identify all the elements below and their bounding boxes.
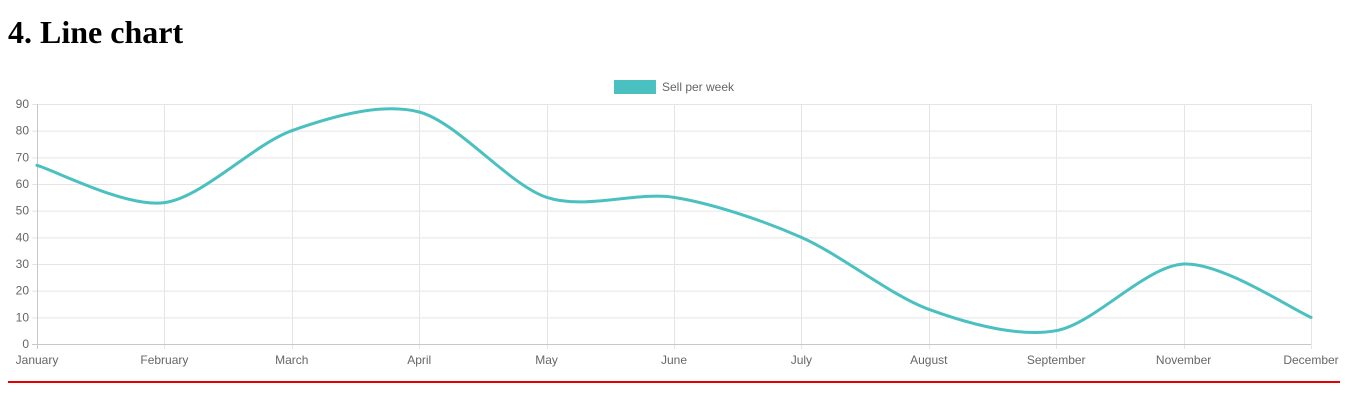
x-tick-labels: January February March April May June July Augu… [16, 353, 1339, 367]
data-point[interactable] [927, 307, 931, 311]
y-tick-label: 90 [16, 97, 30, 111]
data-point[interactable] [1182, 262, 1186, 266]
x-tick-label: August [910, 353, 948, 367]
grid-lines [32, 104, 1312, 349]
y-tick-label: 30 [16, 257, 30, 271]
data-point[interactable] [672, 195, 676, 199]
divider-line [8, 381, 1340, 383]
y-tick-label: 60 [16, 177, 30, 191]
data-point[interactable] [417, 110, 421, 114]
x-tick-label: September [1027, 353, 1086, 367]
x-tick-label: January [16, 353, 59, 367]
y-tick-labels: 0 10 20 30 40 50 60 70 80 90 [16, 97, 30, 351]
y-tick-label: 70 [16, 150, 30, 164]
y-tick-label: 50 [16, 204, 30, 218]
y-tick-label: 40 [16, 230, 30, 244]
x-tick-label: November [1156, 353, 1211, 367]
x-tick-label: December [1283, 353, 1338, 367]
data-point[interactable] [1309, 315, 1313, 319]
x-tick-label: April [407, 353, 431, 367]
legend-swatch[interactable] [613, 80, 656, 94]
x-tick-label: May [535, 353, 558, 367]
x-tick-label: March [275, 353, 308, 367]
legend-label: Sell per week [662, 80, 735, 94]
y-tick-label: 20 [16, 284, 30, 298]
data-point[interactable] [545, 195, 549, 199]
y-tick-label: 0 [22, 337, 29, 351]
y-tick-label: 10 [16, 310, 30, 324]
data-point[interactable] [35, 163, 39, 167]
data-point[interactable] [1054, 329, 1058, 333]
data-point[interactable] [799, 235, 803, 239]
x-tick-label: July [791, 353, 812, 367]
page-title: 4. Line chart [8, 14, 184, 50]
legend[interactable]: Sell per week [613, 80, 735, 94]
line-chart: 0 10 20 30 40 50 60 70 80 90 January February March… [16, 80, 1339, 367]
data-point[interactable] [290, 129, 294, 133]
x-tick-label: June [661, 353, 687, 367]
y-tick-label: 80 [16, 124, 30, 138]
x-tick-label: February [140, 353, 188, 367]
data-point[interactable] [162, 201, 166, 205]
series-lines [35, 107, 1313, 334]
axes [32, 104, 1311, 349]
